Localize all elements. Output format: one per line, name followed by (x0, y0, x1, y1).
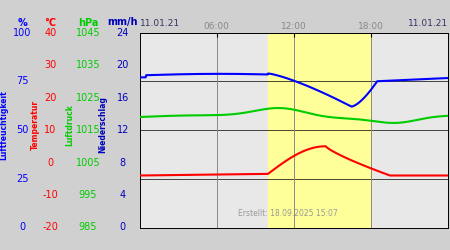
Text: 4: 4 (120, 190, 126, 200)
Text: 1005: 1005 (76, 158, 100, 168)
Text: 0: 0 (19, 222, 25, 232)
Text: 50: 50 (16, 125, 28, 135)
Text: Temperatur: Temperatur (31, 100, 40, 150)
Text: 1035: 1035 (76, 60, 100, 70)
Text: -20: -20 (42, 222, 58, 232)
Text: 75: 75 (16, 76, 28, 86)
Text: 1045: 1045 (76, 28, 100, 38)
Text: hPa: hPa (78, 18, 98, 28)
Text: °C: °C (44, 18, 56, 28)
Text: 24: 24 (117, 28, 129, 38)
Text: 11.01.21: 11.01.21 (408, 18, 448, 28)
Text: 995: 995 (79, 190, 97, 200)
Text: 12: 12 (117, 125, 129, 135)
Text: Luftfeuchtigkeit: Luftfeuchtigkeit (0, 90, 9, 160)
Text: 30: 30 (44, 60, 56, 70)
Text: Niederschlag: Niederschlag (99, 96, 108, 154)
Text: 0: 0 (120, 222, 126, 232)
Text: 20: 20 (44, 92, 56, 102)
Text: mm/h: mm/h (108, 18, 138, 28)
Text: 40: 40 (44, 28, 56, 38)
Text: 1025: 1025 (76, 92, 100, 102)
Text: 16: 16 (117, 92, 129, 102)
Text: %: % (18, 18, 27, 28)
Text: 25: 25 (16, 174, 28, 184)
Bar (268, 32, 371, 228)
Text: 8: 8 (120, 158, 126, 168)
Text: Erstellt: 18.09.2025 15:07: Erstellt: 18.09.2025 15:07 (238, 209, 338, 218)
Text: 0: 0 (47, 158, 53, 168)
Text: 100: 100 (13, 28, 32, 38)
Text: Luftdruck: Luftdruck (65, 104, 74, 146)
Text: 1015: 1015 (76, 125, 100, 135)
Text: 985: 985 (79, 222, 97, 232)
Text: 20: 20 (117, 60, 129, 70)
Text: 11.01.21: 11.01.21 (140, 18, 180, 28)
Text: -10: -10 (42, 190, 58, 200)
Text: 10: 10 (44, 125, 56, 135)
